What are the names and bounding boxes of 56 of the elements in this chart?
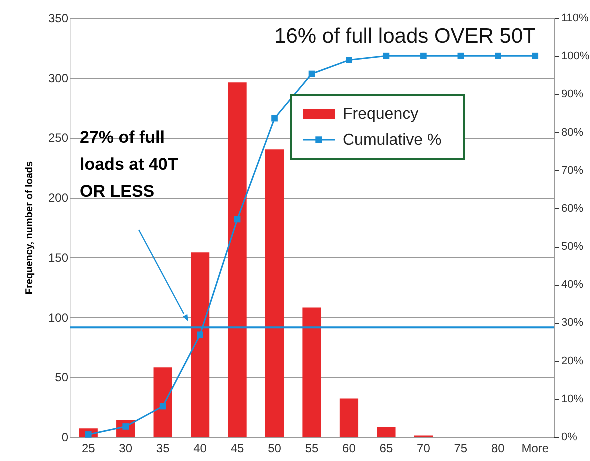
x-tick-label: 35 bbox=[156, 442, 170, 456]
bar bbox=[377, 427, 396, 437]
y-tick-label: 0 bbox=[62, 430, 69, 444]
y-tick-label: 250 bbox=[48, 131, 69, 146]
point bbox=[308, 70, 316, 78]
y-tick-label: 300 bbox=[48, 71, 69, 86]
bar bbox=[302, 308, 322, 437]
x-tick-label: 75 bbox=[454, 442, 468, 456]
bar bbox=[340, 398, 359, 437]
bar bbox=[228, 82, 247, 437]
point bbox=[197, 332, 204, 338]
y2-tick-label: 30% bbox=[562, 317, 584, 330]
bar bbox=[154, 368, 172, 437]
x-tick-label: 25 bbox=[82, 442, 96, 456]
y2-tick-label: 80% bbox=[562, 126, 584, 139]
x-tick-label: 30 bbox=[119, 442, 133, 456]
x-tick-label: 60 bbox=[342, 442, 356, 456]
x-tick-label: 70 bbox=[417, 442, 431, 456]
x-tick-label: More bbox=[522, 442, 550, 456]
point bbox=[234, 216, 241, 223]
y-tick-label: 150 bbox=[48, 250, 69, 265]
point bbox=[494, 52, 502, 60]
bar bbox=[191, 252, 210, 437]
annotation: 16% of full loads OVER 50T bbox=[274, 25, 536, 48]
y-tick-label: 50 bbox=[55, 370, 69, 385]
y2-tick-label: 90% bbox=[562, 88, 584, 101]
x-tick-label: 80 bbox=[491, 442, 506, 456]
x-tick-label: 55 bbox=[305, 442, 319, 456]
point bbox=[458, 52, 464, 60]
y-tick-label: 200 bbox=[48, 191, 69, 206]
point bbox=[420, 52, 427, 60]
y-tick-label: 100 bbox=[48, 310, 69, 325]
y2-tick-label: 40% bbox=[562, 279, 584, 292]
x-tick-label: 45 bbox=[230, 442, 245, 456]
legend-label: Frequency bbox=[343, 106, 419, 123]
point bbox=[346, 57, 352, 64]
y2-tick-label: 60% bbox=[562, 202, 584, 215]
y2-tick-label: 50% bbox=[562, 241, 584, 254]
point bbox=[383, 52, 390, 60]
y-axis-title: Frequency, number of loads bbox=[24, 160, 36, 295]
x-tick-label: 40 bbox=[194, 442, 208, 456]
y-tick-label: 350 bbox=[48, 12, 69, 26]
x-tick-label: 50 bbox=[268, 442, 282, 456]
annotation: 27% of full loads at 40T OR LESS bbox=[80, 128, 179, 201]
point bbox=[160, 403, 166, 410]
bar bbox=[265, 150, 284, 437]
y2-tick-label: 70% bbox=[562, 164, 584, 177]
point bbox=[272, 115, 278, 122]
y2-tick-label: 100% bbox=[562, 50, 590, 63]
y2-tick-label: 110% bbox=[562, 12, 590, 24]
point bbox=[532, 52, 539, 60]
y2-tick-label: 0% bbox=[562, 432, 578, 444]
y2-tick-label: 10% bbox=[562, 393, 584, 406]
y2-tick-label: 20% bbox=[562, 355, 584, 368]
x-tick-label: 65 bbox=[380, 442, 394, 456]
legend-label: Cumulative % bbox=[343, 132, 442, 149]
